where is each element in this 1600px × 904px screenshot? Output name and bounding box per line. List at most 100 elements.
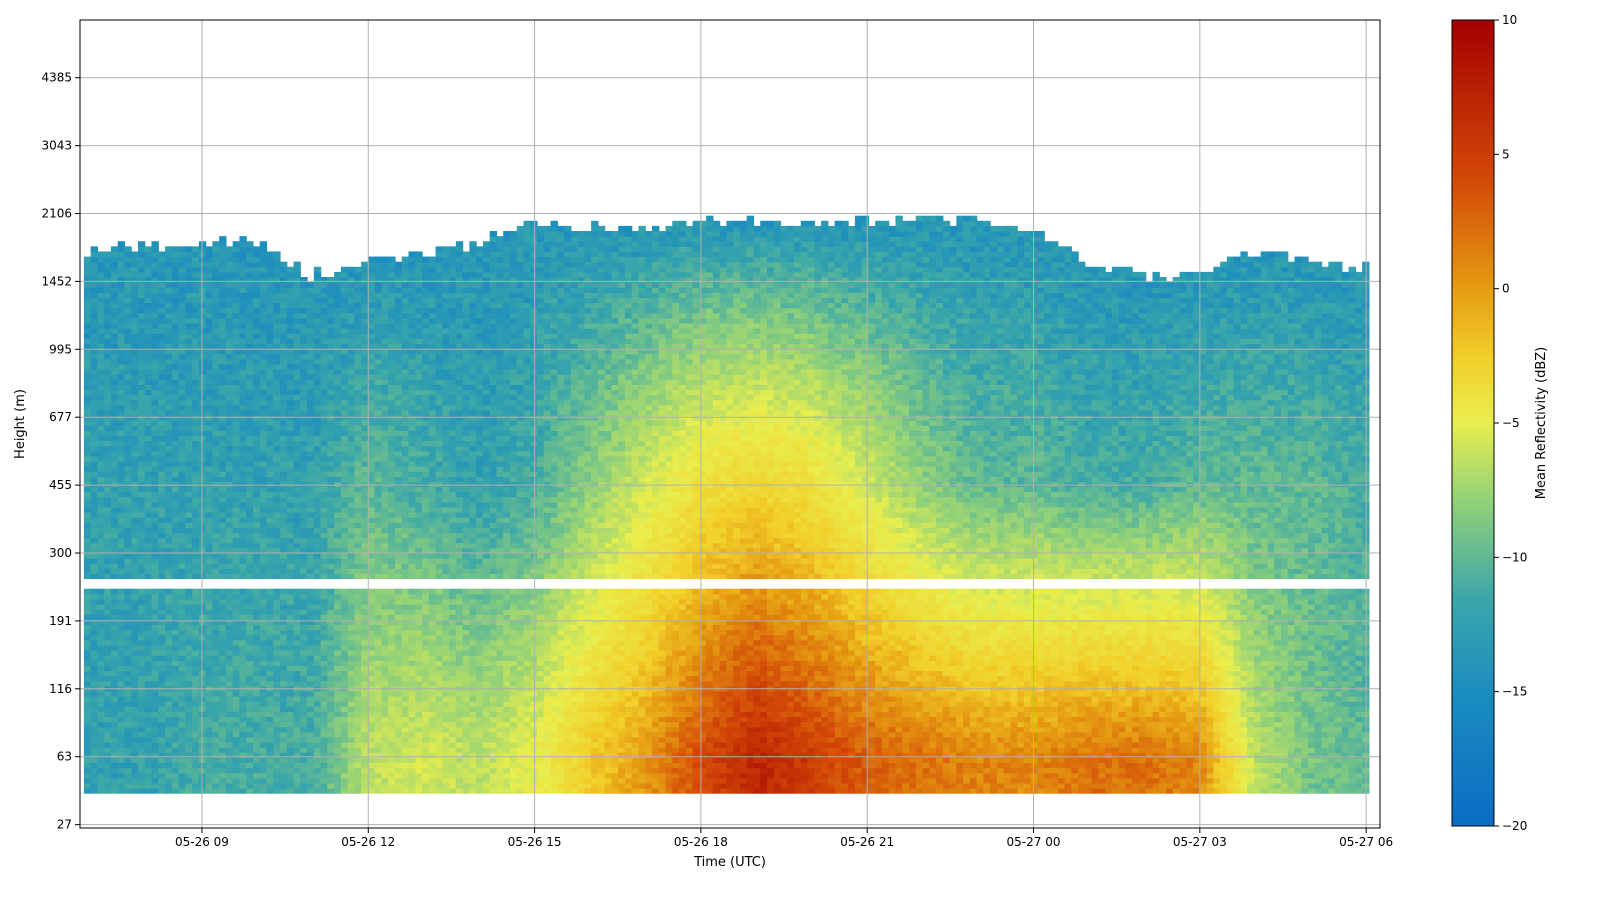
heatmap-cell — [394, 343, 403, 350]
heatmap-cell — [300, 389, 308, 396]
heatmap-cell — [347, 670, 356, 677]
heatmap-cell — [280, 634, 288, 641]
heatmap-cell — [97, 404, 105, 411]
heatmap-cell — [90, 690, 98, 697]
heatmap-cell — [104, 619, 112, 626]
heatmap-cell — [266, 788, 274, 794]
heatmap-cell — [171, 292, 180, 299]
heatmap-cell — [185, 271, 193, 278]
heatmap-cell — [388, 486, 396, 493]
heatmap-cell — [185, 711, 193, 718]
heatmap-cell — [259, 639, 268, 646]
heatmap-cell — [104, 696, 112, 702]
heatmap-cell — [178, 527, 186, 534]
heatmap-cell — [212, 726, 220, 733]
heatmap-cell — [300, 609, 308, 615]
heatmap-cell — [293, 282, 301, 288]
heatmap-cell — [388, 609, 396, 615]
heatmap-cell — [124, 639, 132, 646]
heatmap-cell — [300, 690, 308, 697]
heatmap-cell — [110, 512, 119, 518]
heatmap-cell — [131, 644, 139, 651]
heatmap-cell — [286, 420, 295, 426]
heatmap-cell — [144, 246, 153, 253]
heatmap-cell — [117, 532, 126, 539]
heatmap-cell — [124, 675, 132, 682]
heatmap-cell — [320, 777, 328, 784]
heatmap-cell — [171, 277, 180, 283]
heatmap-cell — [144, 501, 153, 508]
heatmap-cell — [97, 425, 105, 431]
heatmap-cell — [124, 404, 132, 411]
heatmap-cell — [347, 384, 356, 391]
heatmap-cell — [110, 399, 119, 406]
heatmap-cell — [381, 471, 389, 477]
heatmap-cell — [232, 333, 241, 339]
heatmap-cell — [185, 261, 193, 268]
heatmap-cell — [124, 593, 132, 600]
heatmap-cell — [178, 777, 186, 784]
heatmap-cell — [266, 736, 274, 743]
heatmap-cell — [334, 435, 342, 442]
heatmap-cell — [110, 358, 119, 365]
heatmap-cell — [394, 481, 403, 488]
heatmap-cell — [158, 563, 166, 569]
heatmap-cell — [178, 282, 186, 288]
heatmap-cell — [374, 297, 383, 304]
heatmap-cell — [381, 537, 389, 544]
heatmap-cell — [367, 593, 376, 600]
heatmap-cell — [327, 317, 335, 324]
heatmap-cell — [286, 266, 295, 273]
heatmap-cell — [185, 568, 193, 574]
heatmap-cell — [401, 558, 410, 564]
heatmap-cell — [124, 384, 132, 391]
heatmap-cell — [124, 348, 132, 355]
heatmap-cell — [83, 547, 92, 554]
heatmap-cell — [124, 604, 132, 610]
heatmap-cell — [327, 425, 335, 431]
heatmap-cell — [347, 552, 356, 559]
heatmap-cell — [97, 655, 105, 661]
heatmap-cell — [252, 573, 261, 580]
heatmap-cell — [313, 762, 322, 769]
heatmap-cell — [83, 517, 92, 523]
heatmap-cell — [192, 425, 200, 431]
heatmap-cell — [266, 353, 274, 360]
heatmap-cell — [165, 742, 173, 748]
heatmap-cell — [110, 501, 119, 508]
heatmap-cell — [90, 496, 98, 503]
heatmap-cell — [90, 384, 98, 391]
heatmap-cell — [219, 440, 227, 447]
heatmap-cell — [259, 287, 268, 293]
heatmap-cell — [104, 399, 112, 406]
heatmap-cell — [374, 476, 383, 482]
heatmap-cell — [300, 568, 308, 574]
heatmap-cell — [131, 409, 139, 416]
heatmap-cell — [110, 307, 119, 314]
heatmap-cell — [374, 471, 383, 477]
heatmap-cell — [266, 670, 274, 677]
heatmap-cell — [401, 440, 410, 447]
heatmap-cell — [381, 757, 389, 764]
heatmap-cell — [408, 767, 416, 774]
heatmap-cell — [394, 435, 403, 442]
heatmap-cell — [340, 593, 349, 600]
heatmap-cell — [320, 670, 328, 677]
heatmap-cell — [354, 277, 362, 283]
heatmap-cell — [367, 404, 376, 411]
heatmap-cell — [334, 604, 342, 610]
heatmap-cell — [225, 399, 234, 406]
heatmap-cell — [300, 670, 308, 677]
heatmap-cell — [367, 680, 376, 687]
heatmap-cell — [97, 384, 105, 391]
heatmap-cell — [110, 302, 119, 309]
heatmap-cell — [354, 752, 362, 758]
heatmap-cell — [327, 721, 335, 728]
heatmap-cell — [232, 312, 241, 319]
heatmap-cell — [110, 609, 119, 615]
heatmap-cell — [124, 353, 132, 360]
heatmap-cell — [178, 721, 186, 728]
heatmap-cell — [388, 680, 396, 687]
heatmap-cell — [307, 496, 315, 503]
heatmap-cell — [165, 706, 173, 712]
